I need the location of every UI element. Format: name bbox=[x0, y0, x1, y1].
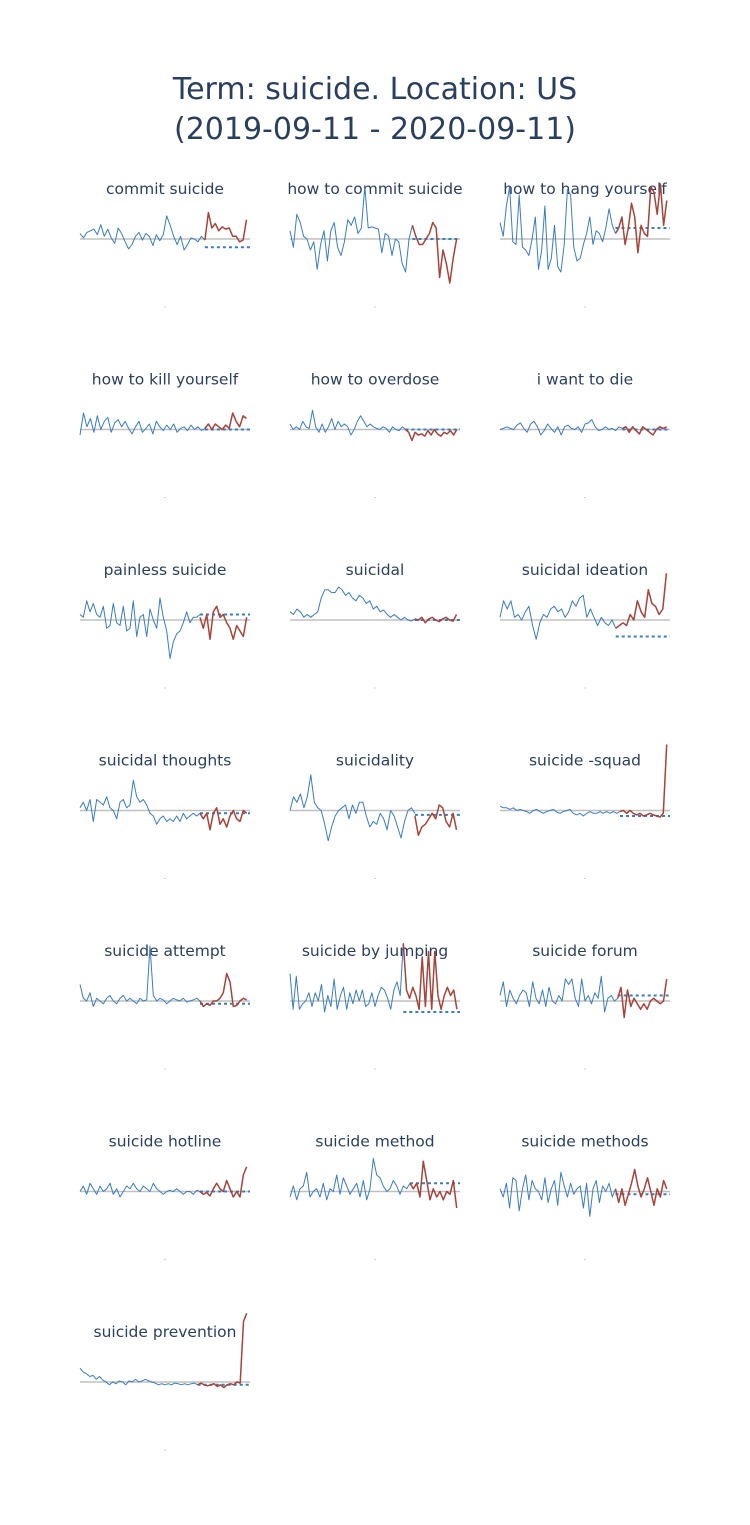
recent-series-line bbox=[615, 573, 668, 629]
x-axis-tick bbox=[164, 306, 166, 308]
panel-suicidality: suicidality bbox=[289, 752, 460, 880]
history-series-line bbox=[79, 597, 201, 659]
history-series-line bbox=[499, 186, 616, 273]
x-axis-tick bbox=[164, 1068, 166, 1070]
recent-series-line bbox=[614, 1168, 668, 1207]
panel-commit-suicide: commit suicide bbox=[79, 180, 250, 308]
recent-series-line bbox=[409, 1160, 458, 1209]
history-series-line bbox=[289, 943, 404, 1013]
history-series-line bbox=[289, 774, 416, 842]
x-axis-tick bbox=[374, 687, 376, 689]
history-series-line bbox=[499, 594, 617, 640]
recent-series-line bbox=[199, 972, 248, 1008]
panel-title: suicidal thoughts bbox=[99, 752, 232, 770]
panel-title: suicide method bbox=[315, 1133, 434, 1151]
panel-suicidal: suicidal bbox=[289, 561, 460, 689]
recent-series-line bbox=[414, 804, 458, 837]
panel-title: commit suicide bbox=[106, 180, 224, 198]
recent-series-line bbox=[204, 412, 247, 431]
recent-series-line bbox=[199, 605, 248, 641]
history-series-line bbox=[79, 1182, 201, 1198]
history-series-line bbox=[499, 805, 621, 817]
history-series-line bbox=[79, 945, 201, 1007]
history-series-line bbox=[289, 1158, 411, 1201]
panel-title: suicide prevention bbox=[94, 1323, 237, 1341]
panel-suicidal-thoughts: suicidal thoughts bbox=[79, 752, 250, 880]
panel-title: i want to die bbox=[537, 371, 633, 389]
x-axis-tick bbox=[374, 877, 376, 880]
x-axis-tick bbox=[584, 1258, 586, 1261]
x-axis-tick bbox=[584, 1068, 586, 1070]
x-axis-tick bbox=[164, 687, 166, 689]
history-series-line bbox=[289, 186, 413, 273]
panel-title: how to hang yourself bbox=[503, 180, 667, 198]
recent-series-line bbox=[199, 1166, 248, 1198]
panel-title: suicide forum bbox=[532, 942, 638, 960]
x-axis-tick bbox=[584, 687, 586, 689]
panel-title: suicide methods bbox=[521, 1133, 648, 1151]
panel-title: how to commit suicide bbox=[287, 180, 462, 198]
history-series-line bbox=[499, 1171, 616, 1217]
recent-series-line bbox=[199, 807, 248, 831]
history-series-line bbox=[79, 1367, 198, 1386]
x-axis-tick bbox=[584, 306, 586, 308]
panel-title: suicidal ideation bbox=[522, 561, 648, 579]
panel-suicide-prevention: suicide prevention bbox=[79, 1313, 250, 1451]
panel-painless-suicide: painless suicide bbox=[79, 561, 250, 689]
x-axis-tick bbox=[584, 496, 586, 499]
x-axis-tick bbox=[164, 496, 166, 499]
panel-how-to-hang-yourself: how to hang yourself bbox=[499, 180, 670, 308]
x-axis-tick bbox=[374, 306, 376, 308]
recent-series-line bbox=[405, 428, 458, 442]
x-axis-tick bbox=[164, 1258, 166, 1261]
recent-series-line bbox=[614, 183, 668, 254]
panel-i-want-to-die: i want to die bbox=[499, 371, 670, 499]
panel-title: suicide attempt bbox=[104, 942, 226, 960]
panel-suicide-by-jumping: suicide by jumping bbox=[289, 942, 460, 1070]
history-series-line bbox=[79, 412, 206, 436]
chart-title-line-2: (2019-09-11 - 2020-09-11) bbox=[174, 112, 576, 147]
history-series-line bbox=[79, 215, 206, 251]
panel-suicide-attempt: suicide attempt bbox=[79, 942, 250, 1070]
recent-series-line bbox=[204, 211, 248, 243]
panel-title: how to kill yourself bbox=[92, 371, 239, 389]
history-series-line bbox=[499, 975, 619, 1013]
panel-title: suicidal bbox=[346, 561, 405, 579]
recent-series-line bbox=[616, 978, 668, 1019]
panel-title: painless suicide bbox=[104, 561, 227, 579]
history-series-line bbox=[289, 586, 416, 622]
panel-title: how to overdose bbox=[311, 371, 440, 389]
panel-how-to-kill-yourself: how to kill yourself bbox=[79, 371, 250, 499]
history-series-line bbox=[289, 409, 406, 436]
x-axis-tick bbox=[164, 1449, 166, 1451]
panel-suicide-method: suicide method bbox=[289, 1133, 460, 1261]
x-axis-tick bbox=[374, 1068, 376, 1070]
recent-series-line bbox=[414, 614, 458, 624]
history-series-line bbox=[79, 779, 201, 825]
recent-series-line bbox=[619, 744, 668, 818]
recent-series-line bbox=[411, 221, 458, 284]
panel-suicide-hotline: suicide hotline bbox=[79, 1133, 250, 1261]
panel-suicide-methods: suicide methods bbox=[499, 1133, 670, 1261]
chart-title: Term: suicide. Location: US (2019-09-11 … bbox=[0, 70, 750, 150]
panel-title: suicidality bbox=[336, 752, 414, 770]
x-axis-tick bbox=[374, 1258, 376, 1261]
panel-suicide-forum: suicide forum bbox=[499, 942, 670, 1070]
panel-title: suicide -squad bbox=[529, 752, 641, 770]
recent-series-line bbox=[197, 1313, 248, 1389]
panel-suicide-squad: suicide -squad bbox=[499, 744, 670, 880]
history-series-line bbox=[499, 419, 623, 436]
panel-how-to-commit-suicide: how to commit suicide bbox=[287, 180, 463, 308]
recent-series-line bbox=[622, 426, 667, 436]
panel-title: suicide by jumping bbox=[302, 942, 448, 960]
x-axis-tick bbox=[164, 877, 166, 880]
recent-series-line bbox=[402, 943, 458, 1011]
x-axis-tick bbox=[584, 877, 586, 880]
x-axis-tick bbox=[374, 496, 376, 499]
panel-how-to-overdose: how to overdose bbox=[289, 371, 460, 499]
chart-title-line-1: Term: suicide. Location: US bbox=[172, 72, 578, 107]
panel-title: suicide hotline bbox=[109, 1133, 222, 1151]
panel-suicidal-ideation: suicidal ideation bbox=[499, 561, 670, 689]
